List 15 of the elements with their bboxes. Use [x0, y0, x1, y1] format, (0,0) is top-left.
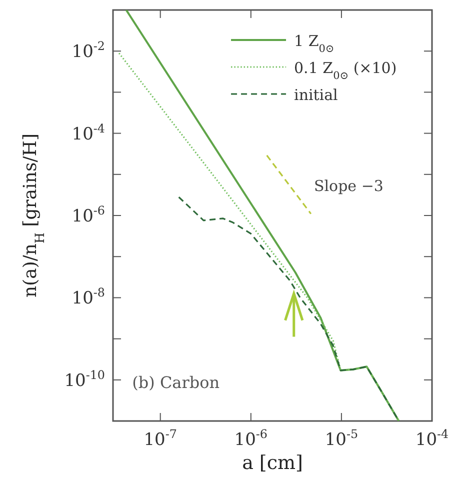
x-axis-title: a [cm] — [242, 452, 303, 474]
x-tick-label: 10$^{-4}$ — [415, 427, 449, 450]
y-tick-label: 10$^{-6}$ — [72, 204, 105, 226]
y-tick-label: 10$^{-10}$ — [64, 368, 105, 391]
annotation: (b) Carbon — [132, 373, 220, 392]
x-tick-label: 10$^{-7}$ — [144, 427, 177, 450]
legend-label: 0.1 Z$_{0⊙}$ (×10) — [294, 59, 397, 82]
y-tick-label: 10$^{-8}$ — [72, 286, 105, 309]
annotation: Slope −3 — [314, 176, 384, 195]
y-tick-label: 10$^{-4}$ — [72, 121, 105, 144]
legend-label: 1 Z$_{0⊙}$ — [294, 32, 334, 55]
legend-label: initial — [294, 86, 338, 104]
x-tick-label: 10$^{-5}$ — [324, 427, 358, 450]
y-tick-label: 10$^{-2}$ — [72, 39, 105, 62]
x-tick-label: 10$^{-6}$ — [234, 427, 268, 450]
